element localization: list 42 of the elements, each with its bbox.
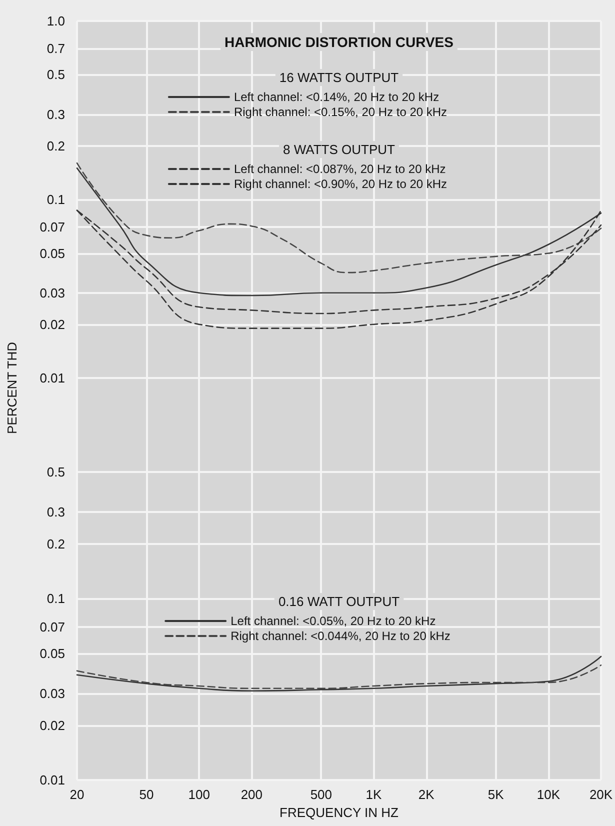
y-tick-label: 1.0 [46,14,65,28]
y-tick-label: 0.02 [40,718,65,733]
annotation: 0.16 WATT OUTPUT [278,594,400,609]
legend-label: Right channel: <0.044%, 20 Hz to 20 kHz [230,629,450,643]
legend-label: Left channel: <0.05%, 20 Hz to 20 kHz [230,614,436,628]
text: HARMONIC DISTORTION CURVES [224,34,454,50]
y-tick-label: 0.1 [46,591,65,606]
y-axis-title: PERCENT THD [4,342,20,434]
x-tick-label: 200 [240,787,263,802]
y-tick-label: 0.3 [46,504,65,520]
y-tick-label: 0.01 [40,772,65,788]
y-tick-label: 0.03 [40,686,65,701]
y-tick-label: 0.01 [40,370,65,386]
x-axis-title: FREQUENCY IN HZ [280,805,399,820]
legend-label: Right channel: <0.90%, 20 Hz to 20 kHz [234,177,448,191]
y-tick-label: 0.2 [46,138,65,154]
x-tick-label: 500 [310,787,332,802]
y-tick-label: 0.2 [46,536,65,552]
x-tick-label: 5K [488,787,504,802]
legend-label: Left channel: <0.14%, 20 Hz to 20 kHz [234,90,440,104]
x-tick-label: 1K [366,787,382,802]
x-tick-label: 50 [139,787,154,802]
legend-label: Right channel: <0.15%, 20 Hz to 20 kHz [234,105,448,119]
y-tick-label: 0.5 [46,464,65,480]
y-tick-label: 0.07 [40,619,65,634]
x-tick-label: 10K [536,787,560,802]
y-tick-label: 0.05 [40,646,65,661]
x-tick-label: 20K [589,787,613,802]
y-tick-label: 0.02 [40,316,65,332]
legend-label: Left channel: <0.087%, 20 Hz to 20 kHz [234,162,446,176]
x-tick-label: 2K [418,787,435,802]
x-tick-label: 100 [188,787,210,802]
y-tick-label: 0.1 [46,192,65,208]
y-tick-label: 0.3 [46,106,65,122]
y-tick-label: 0.05 [40,246,65,261]
y-tick-label: 0.07 [40,220,65,235]
annotation: 8 WATTS OUTPUT [283,142,396,157]
y-tick-label: 0.5 [46,67,65,82]
y-tick-label: 0.03 [40,285,65,300]
x-tick-label: 20 [70,787,84,802]
y-tick-label: 0.7 [46,41,65,56]
annotation: 16 WATTS OUTPUT [279,70,399,85]
